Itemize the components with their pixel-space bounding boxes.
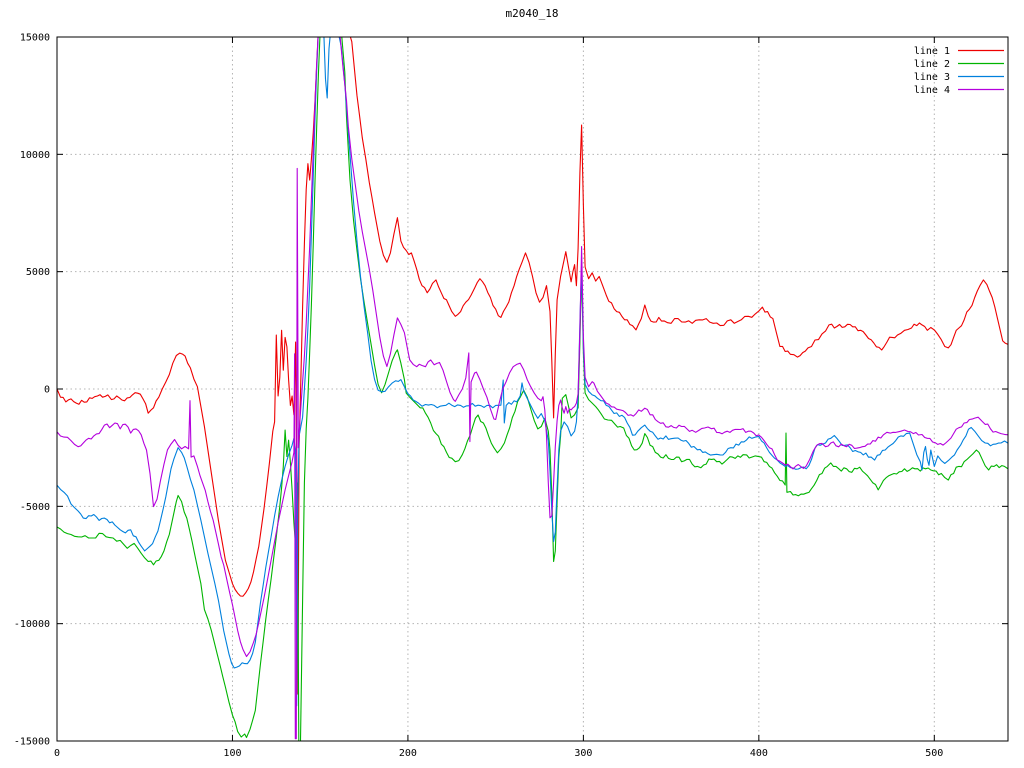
chart-title: m2040_18	[506, 7, 559, 20]
x-tick-label: 300	[574, 748, 592, 759]
y-tick-label: -5000	[20, 502, 50, 513]
y-tick-label: 15000	[20, 33, 50, 44]
y-tick-label: 0	[44, 385, 50, 396]
y-tick-label: 10000	[20, 150, 50, 161]
legend-label: line 2	[914, 59, 950, 70]
legend-label: line 4	[914, 85, 950, 96]
x-tick-label: 0	[54, 748, 60, 759]
x-tick-label: 500	[925, 748, 943, 759]
y-tick-label: -10000	[14, 619, 50, 630]
y-tick-label: -15000	[14, 737, 50, 748]
legend-label: line 3	[914, 72, 950, 83]
axes: 0 100 200 300 400 500 -15000 -10000 -5000 0 5000 10…	[14, 33, 1009, 759]
data-series	[57, 37, 1008, 741]
series-line-4	[57, 37, 1008, 740]
legend: line 1 line 2 line 3 line 4	[914, 46, 1004, 96]
series-line-1	[57, 37, 1008, 695]
legend-label: line 1	[914, 46, 950, 57]
x-tick-label: 400	[750, 748, 768, 759]
x-tick-label: 200	[399, 748, 417, 759]
series-line-3	[57, 37, 1008, 707]
y-tick-label: 5000	[26, 267, 50, 278]
series-line-2	[57, 37, 1008, 741]
grid-lines	[57, 37, 1008, 741]
x-tick-label: 100	[223, 748, 241, 759]
